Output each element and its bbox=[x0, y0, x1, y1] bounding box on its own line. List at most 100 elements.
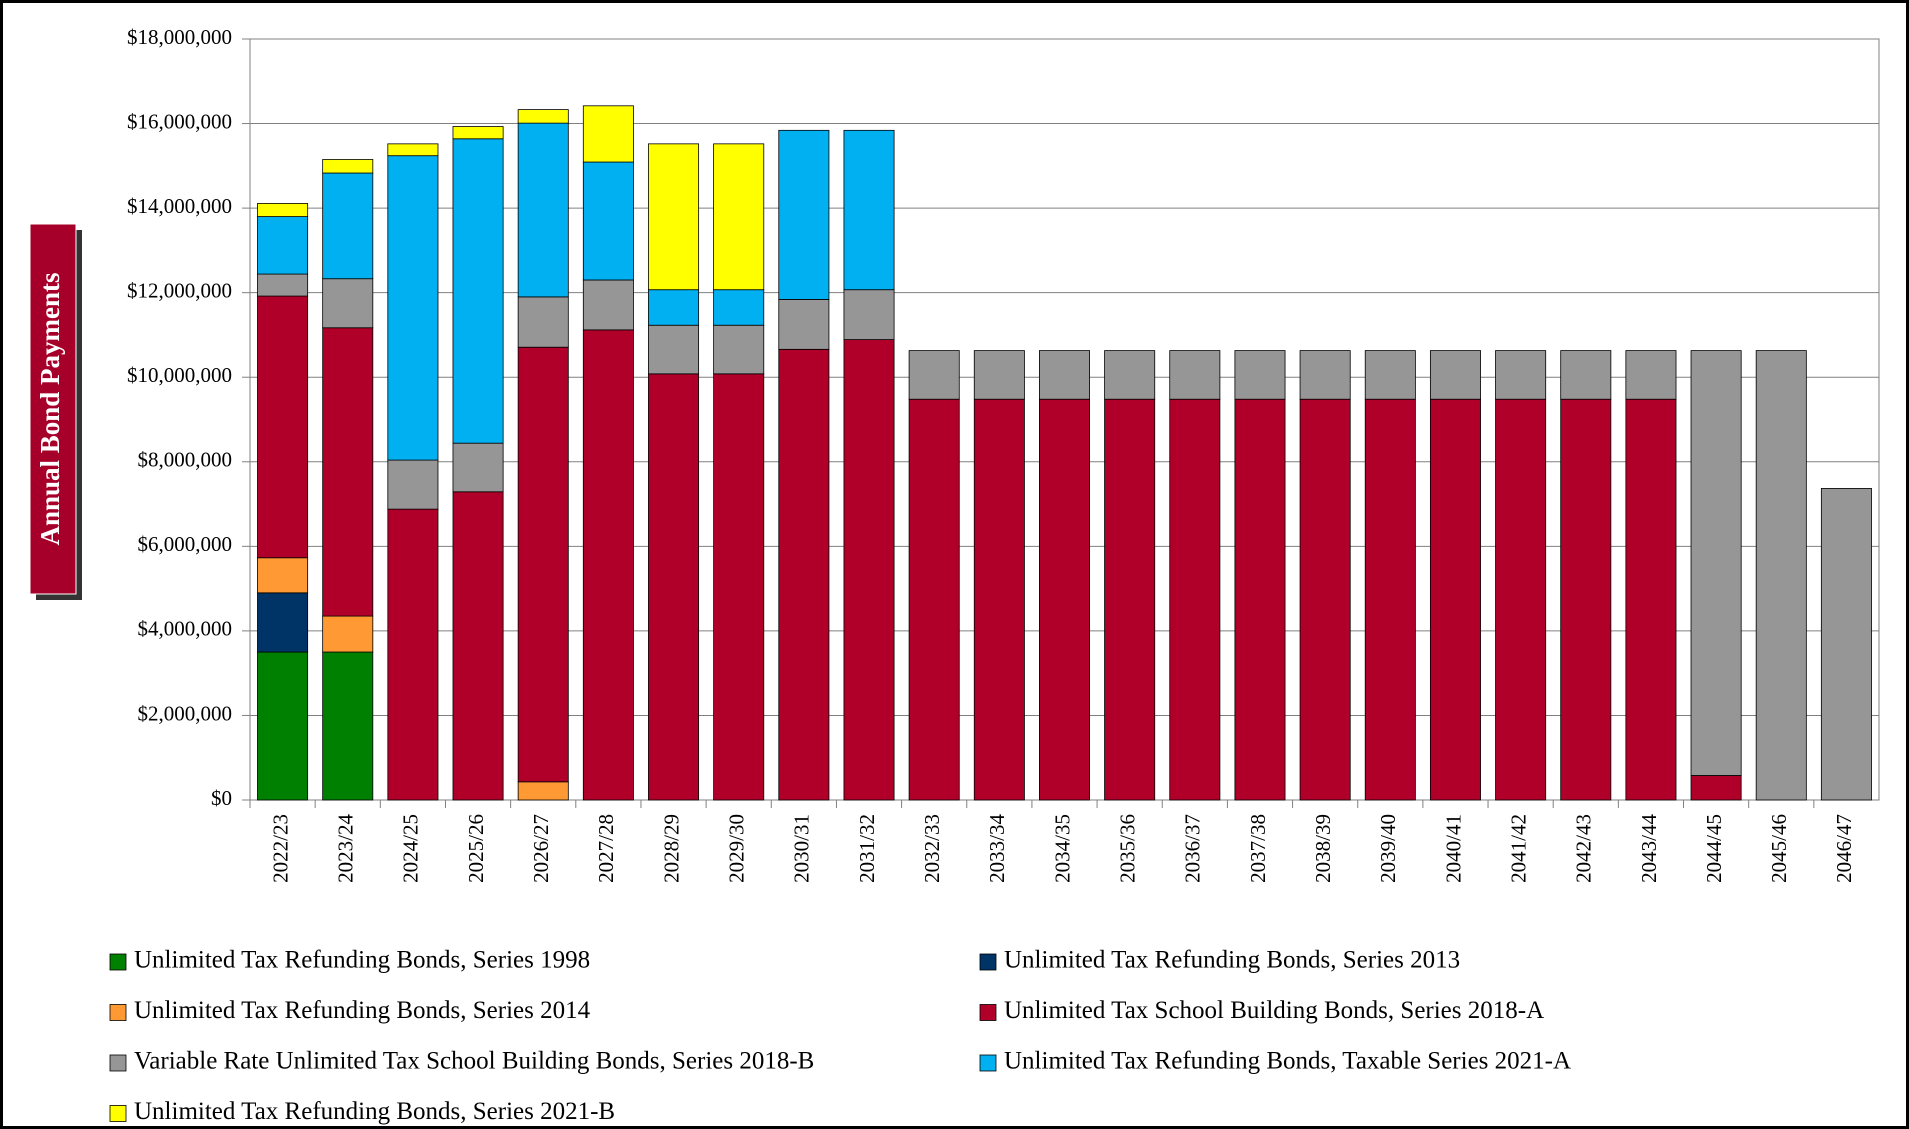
bar-segment bbox=[1495, 350, 1547, 400]
bar-segment bbox=[257, 216, 309, 275]
bar-segment bbox=[1560, 350, 1612, 400]
bar-segment bbox=[322, 327, 374, 617]
bar-segment bbox=[1364, 350, 1416, 400]
bar-segment bbox=[517, 122, 569, 298]
bar-segment bbox=[1169, 398, 1221, 801]
bar-segment bbox=[257, 203, 309, 217]
bar-segment bbox=[648, 143, 700, 291]
bar-segment bbox=[843, 129, 895, 291]
legend-swatch bbox=[109, 1004, 127, 1021]
bar-segment bbox=[452, 491, 504, 801]
bar-segment bbox=[713, 143, 765, 291]
bar-segment bbox=[1104, 350, 1156, 400]
bar-segment bbox=[517, 296, 569, 348]
bar-segment bbox=[387, 143, 439, 157]
y-tick-label: $6,000,000 bbox=[138, 532, 233, 556]
bar-segment bbox=[257, 557, 309, 594]
bar-segment bbox=[387, 459, 439, 510]
legend-swatch bbox=[979, 1054, 997, 1072]
bar-segment bbox=[1560, 398, 1612, 801]
bar-segment bbox=[713, 373, 765, 801]
x-tick-label: 2027/28 bbox=[594, 814, 618, 883]
bar-segment bbox=[778, 348, 830, 801]
bar-segment bbox=[582, 161, 634, 281]
bar-segment bbox=[1234, 350, 1286, 400]
bar-segment bbox=[257, 295, 309, 559]
y-tick-label: $0 bbox=[211, 786, 232, 810]
bar-segment bbox=[1429, 398, 1481, 801]
legend-swatch bbox=[109, 1105, 127, 1122]
bar-segment bbox=[517, 781, 569, 801]
x-tick-label: 2041/42 bbox=[1506, 814, 1530, 883]
x-tick-label: 2024/25 bbox=[399, 814, 423, 883]
x-tick-label: 2045/46 bbox=[1767, 814, 1791, 883]
bar-segment bbox=[973, 398, 1025, 801]
bar-segment bbox=[843, 339, 895, 801]
bar-segment bbox=[973, 350, 1025, 400]
x-tick-label: 2028/29 bbox=[659, 814, 683, 883]
bar-segment bbox=[452, 138, 504, 444]
x-tick-label: 2023/24 bbox=[334, 814, 358, 883]
bar-segment bbox=[908, 398, 960, 801]
y-tick-label: $12,000,000 bbox=[127, 278, 232, 302]
bar-segment bbox=[582, 105, 634, 163]
bar-segment bbox=[322, 615, 374, 653]
bar-segment bbox=[322, 651, 374, 801]
y-tick-label: $4,000,000 bbox=[138, 617, 233, 641]
y-tick-label: $18,000,000 bbox=[127, 25, 232, 49]
bar-segment bbox=[1039, 350, 1090, 400]
bar-segment bbox=[1690, 775, 1742, 801]
bar-segment bbox=[257, 651, 309, 801]
x-tick-label: 2040/41 bbox=[1441, 814, 1465, 883]
x-tick-label: 2031/32 bbox=[855, 814, 879, 883]
x-tick-label: 2036/37 bbox=[1181, 814, 1205, 883]
bar-segment bbox=[1625, 398, 1677, 801]
bar-segment bbox=[582, 329, 634, 801]
bar-segment bbox=[778, 129, 830, 300]
y-tick-label: $16,000,000 bbox=[127, 109, 232, 133]
bar-segment bbox=[1820, 488, 1872, 801]
bar-segment bbox=[452, 442, 504, 493]
bar-segment bbox=[322, 278, 374, 329]
bar-segment bbox=[713, 289, 765, 326]
x-tick-label: 2039/40 bbox=[1376, 814, 1400, 883]
bar-segment bbox=[517, 109, 569, 124]
y-tick-label: $10,000,000 bbox=[127, 363, 232, 387]
bar-segment bbox=[257, 592, 309, 653]
x-tick-label: 2038/39 bbox=[1311, 814, 1335, 883]
x-tick-label: 2042/43 bbox=[1572, 814, 1596, 883]
bar-segment bbox=[1234, 398, 1286, 801]
bar-segment bbox=[648, 373, 700, 801]
bar-segment bbox=[517, 346, 569, 783]
legend-label: Unlimited Tax Refunding Bonds, Taxable S… bbox=[1004, 1048, 1571, 1075]
bar-segment bbox=[1299, 398, 1351, 801]
bar-segment bbox=[648, 324, 700, 375]
x-tick-label: 2046/47 bbox=[1832, 814, 1856, 883]
y-axis-title-box: Annual Bond Payments bbox=[29, 223, 82, 600]
legend-swatch bbox=[979, 953, 997, 971]
bar-segment bbox=[713, 324, 765, 375]
bar-segment bbox=[322, 172, 374, 280]
bar-segment bbox=[1625, 350, 1677, 400]
x-tick-label: 2044/45 bbox=[1702, 814, 1726, 883]
legend-label: Unlimited Tax Refunding Bonds, Series 20… bbox=[134, 1098, 615, 1125]
x-tick-label: 2034/35 bbox=[1050, 814, 1074, 883]
bar-segment bbox=[908, 350, 960, 400]
bar-segment bbox=[1429, 350, 1481, 400]
bar-segment bbox=[843, 289, 895, 340]
x-tick-label: 2037/38 bbox=[1246, 814, 1270, 883]
legend-label: Unlimited Tax Refunding Bonds, Series 20… bbox=[134, 997, 591, 1024]
x-tick-label: 2026/27 bbox=[529, 814, 553, 883]
bar-segment bbox=[1039, 398, 1090, 801]
bar-segment bbox=[257, 273, 309, 297]
bar-segment bbox=[1364, 398, 1416, 801]
y-axis-title: Annual Bond Payments bbox=[35, 272, 65, 545]
legend-label: Unlimited Tax Refunding Bonds, Series 20… bbox=[1004, 947, 1460, 974]
x-tick-label: 2033/34 bbox=[985, 814, 1009, 883]
y-tick-label: $8,000,000 bbox=[138, 448, 233, 472]
bar-segment bbox=[1169, 350, 1221, 400]
x-tick-label: 2025/26 bbox=[464, 814, 488, 883]
x-tick-label: 2022/23 bbox=[268, 814, 292, 883]
x-tick-label: 2030/31 bbox=[790, 814, 814, 883]
